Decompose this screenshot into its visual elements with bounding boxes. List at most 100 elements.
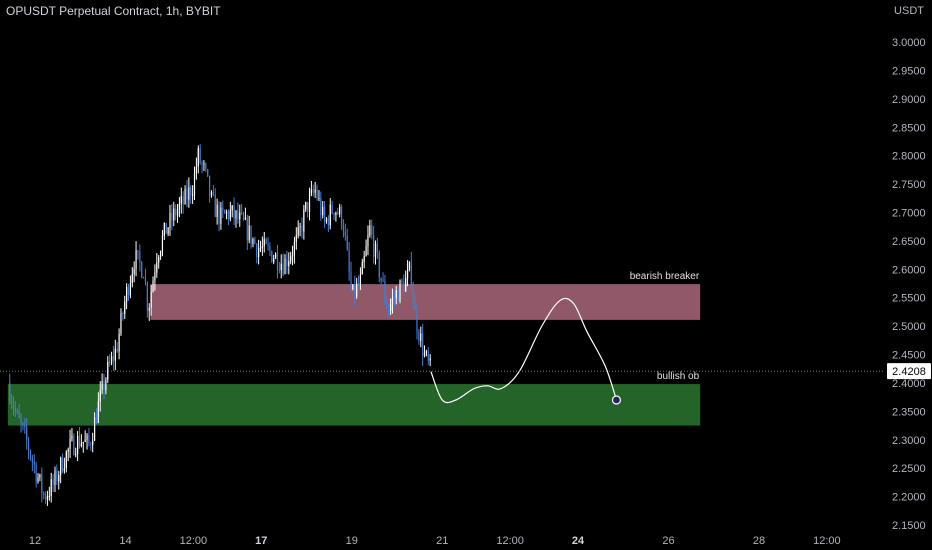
candle-body (378, 252, 380, 278)
projection-path[interactable] (430, 297, 618, 404)
candle-body (169, 212, 171, 228)
candle-body (129, 282, 132, 296)
candle-body (333, 213, 335, 216)
candle-body (340, 206, 343, 226)
candle-body (20, 418, 22, 424)
candle-body (367, 235, 369, 247)
candle-body (137, 250, 139, 252)
candle-body (118, 334, 120, 352)
candle-body (393, 297, 395, 299)
candle-body (33, 461, 35, 465)
candle-body (212, 192, 214, 195)
candle-body (207, 168, 209, 176)
candle-body (241, 212, 243, 214)
candle-body (352, 284, 354, 290)
candle-body (11, 401, 13, 404)
candle-body (405, 278, 407, 292)
candle-body (184, 188, 186, 204)
y-tick-label: 2.5000 (892, 321, 926, 333)
candle-body (297, 227, 299, 236)
x-tick-label: 12:00 (180, 535, 208, 547)
candle-body (386, 300, 388, 309)
candle-body (14, 408, 16, 411)
candle-body (146, 283, 148, 311)
candle-body (307, 202, 309, 212)
candle-body (356, 283, 358, 297)
candle-body (314, 189, 316, 193)
candle-body (37, 477, 39, 482)
candle-body (171, 212, 173, 221)
candle-body (103, 381, 105, 391)
candle-body (382, 280, 384, 282)
y-tick-label: 2.3500 (892, 406, 926, 418)
candle-body (399, 280, 401, 301)
candle-body (225, 211, 228, 214)
candle-body (224, 210, 226, 214)
candle-body (348, 249, 350, 272)
x-tick-label: 24 (572, 535, 585, 547)
candle-body (261, 246, 263, 248)
candle-body (27, 440, 30, 451)
candle-body (18, 410, 20, 419)
candle-body (290, 256, 292, 262)
candle-body (410, 261, 412, 288)
candle-body (286, 258, 288, 267)
candle-body (148, 307, 150, 311)
y-tick-label: 2.3000 (892, 435, 926, 447)
candle-body (188, 187, 190, 200)
candle-body (61, 457, 64, 472)
candle-body (92, 440, 94, 446)
candle-body (186, 188, 188, 200)
candle-body (46, 496, 49, 500)
y-tick-label: 2.7000 (892, 208, 926, 220)
x-tick-label: 12:00 (813, 535, 841, 547)
candle-body (256, 243, 258, 257)
candle-body (41, 474, 43, 494)
candle-body (114, 348, 116, 361)
candle-body (389, 304, 392, 311)
candle-body (322, 206, 324, 216)
candle-body (192, 194, 194, 196)
candle-body (429, 358, 431, 361)
candle-body (16, 410, 18, 412)
candle-body (248, 225, 250, 241)
candle-body (159, 251, 162, 258)
y-tick-label: 2.1500 (892, 520, 926, 532)
candle-body (67, 449, 69, 452)
candle-body (350, 271, 352, 290)
candle-body (425, 351, 428, 353)
candle-body (222, 207, 224, 211)
candle-body (80, 443, 82, 447)
candle-body (54, 470, 56, 485)
x-tick-label: 26 (662, 535, 674, 547)
candle-body (395, 290, 397, 298)
zone-bullish[interactable] (7, 384, 701, 426)
candle-body (210, 192, 213, 196)
candle-body (359, 274, 362, 285)
candle-body (327, 218, 329, 226)
candle-body (156, 262, 158, 273)
candle-body (391, 297, 394, 305)
candle-body (73, 435, 75, 455)
zone-label-bearish: bearish breaker (630, 271, 700, 282)
projection-end-marker[interactable] (611, 395, 622, 405)
candle-body (24, 425, 26, 428)
candle-body (406, 269, 409, 279)
candle-body (235, 210, 237, 219)
x-tick-label: 12 (29, 535, 41, 547)
candle-body (216, 204, 218, 217)
y-tick-label: 3.0000 (892, 37, 926, 49)
candle-body (408, 261, 411, 270)
candle-body (423, 352, 426, 356)
last-price-tag (887, 363, 931, 380)
candle-body (346, 235, 348, 250)
zone-bearish[interactable] (150, 284, 701, 320)
candle-body (335, 212, 337, 216)
y-tick-label: 2.8000 (892, 151, 926, 163)
candle-body (56, 470, 58, 482)
candle-body (214, 194, 216, 217)
x-tick-label: 14 (119, 535, 131, 547)
candle-body (220, 207, 222, 224)
candle-body (295, 235, 297, 242)
